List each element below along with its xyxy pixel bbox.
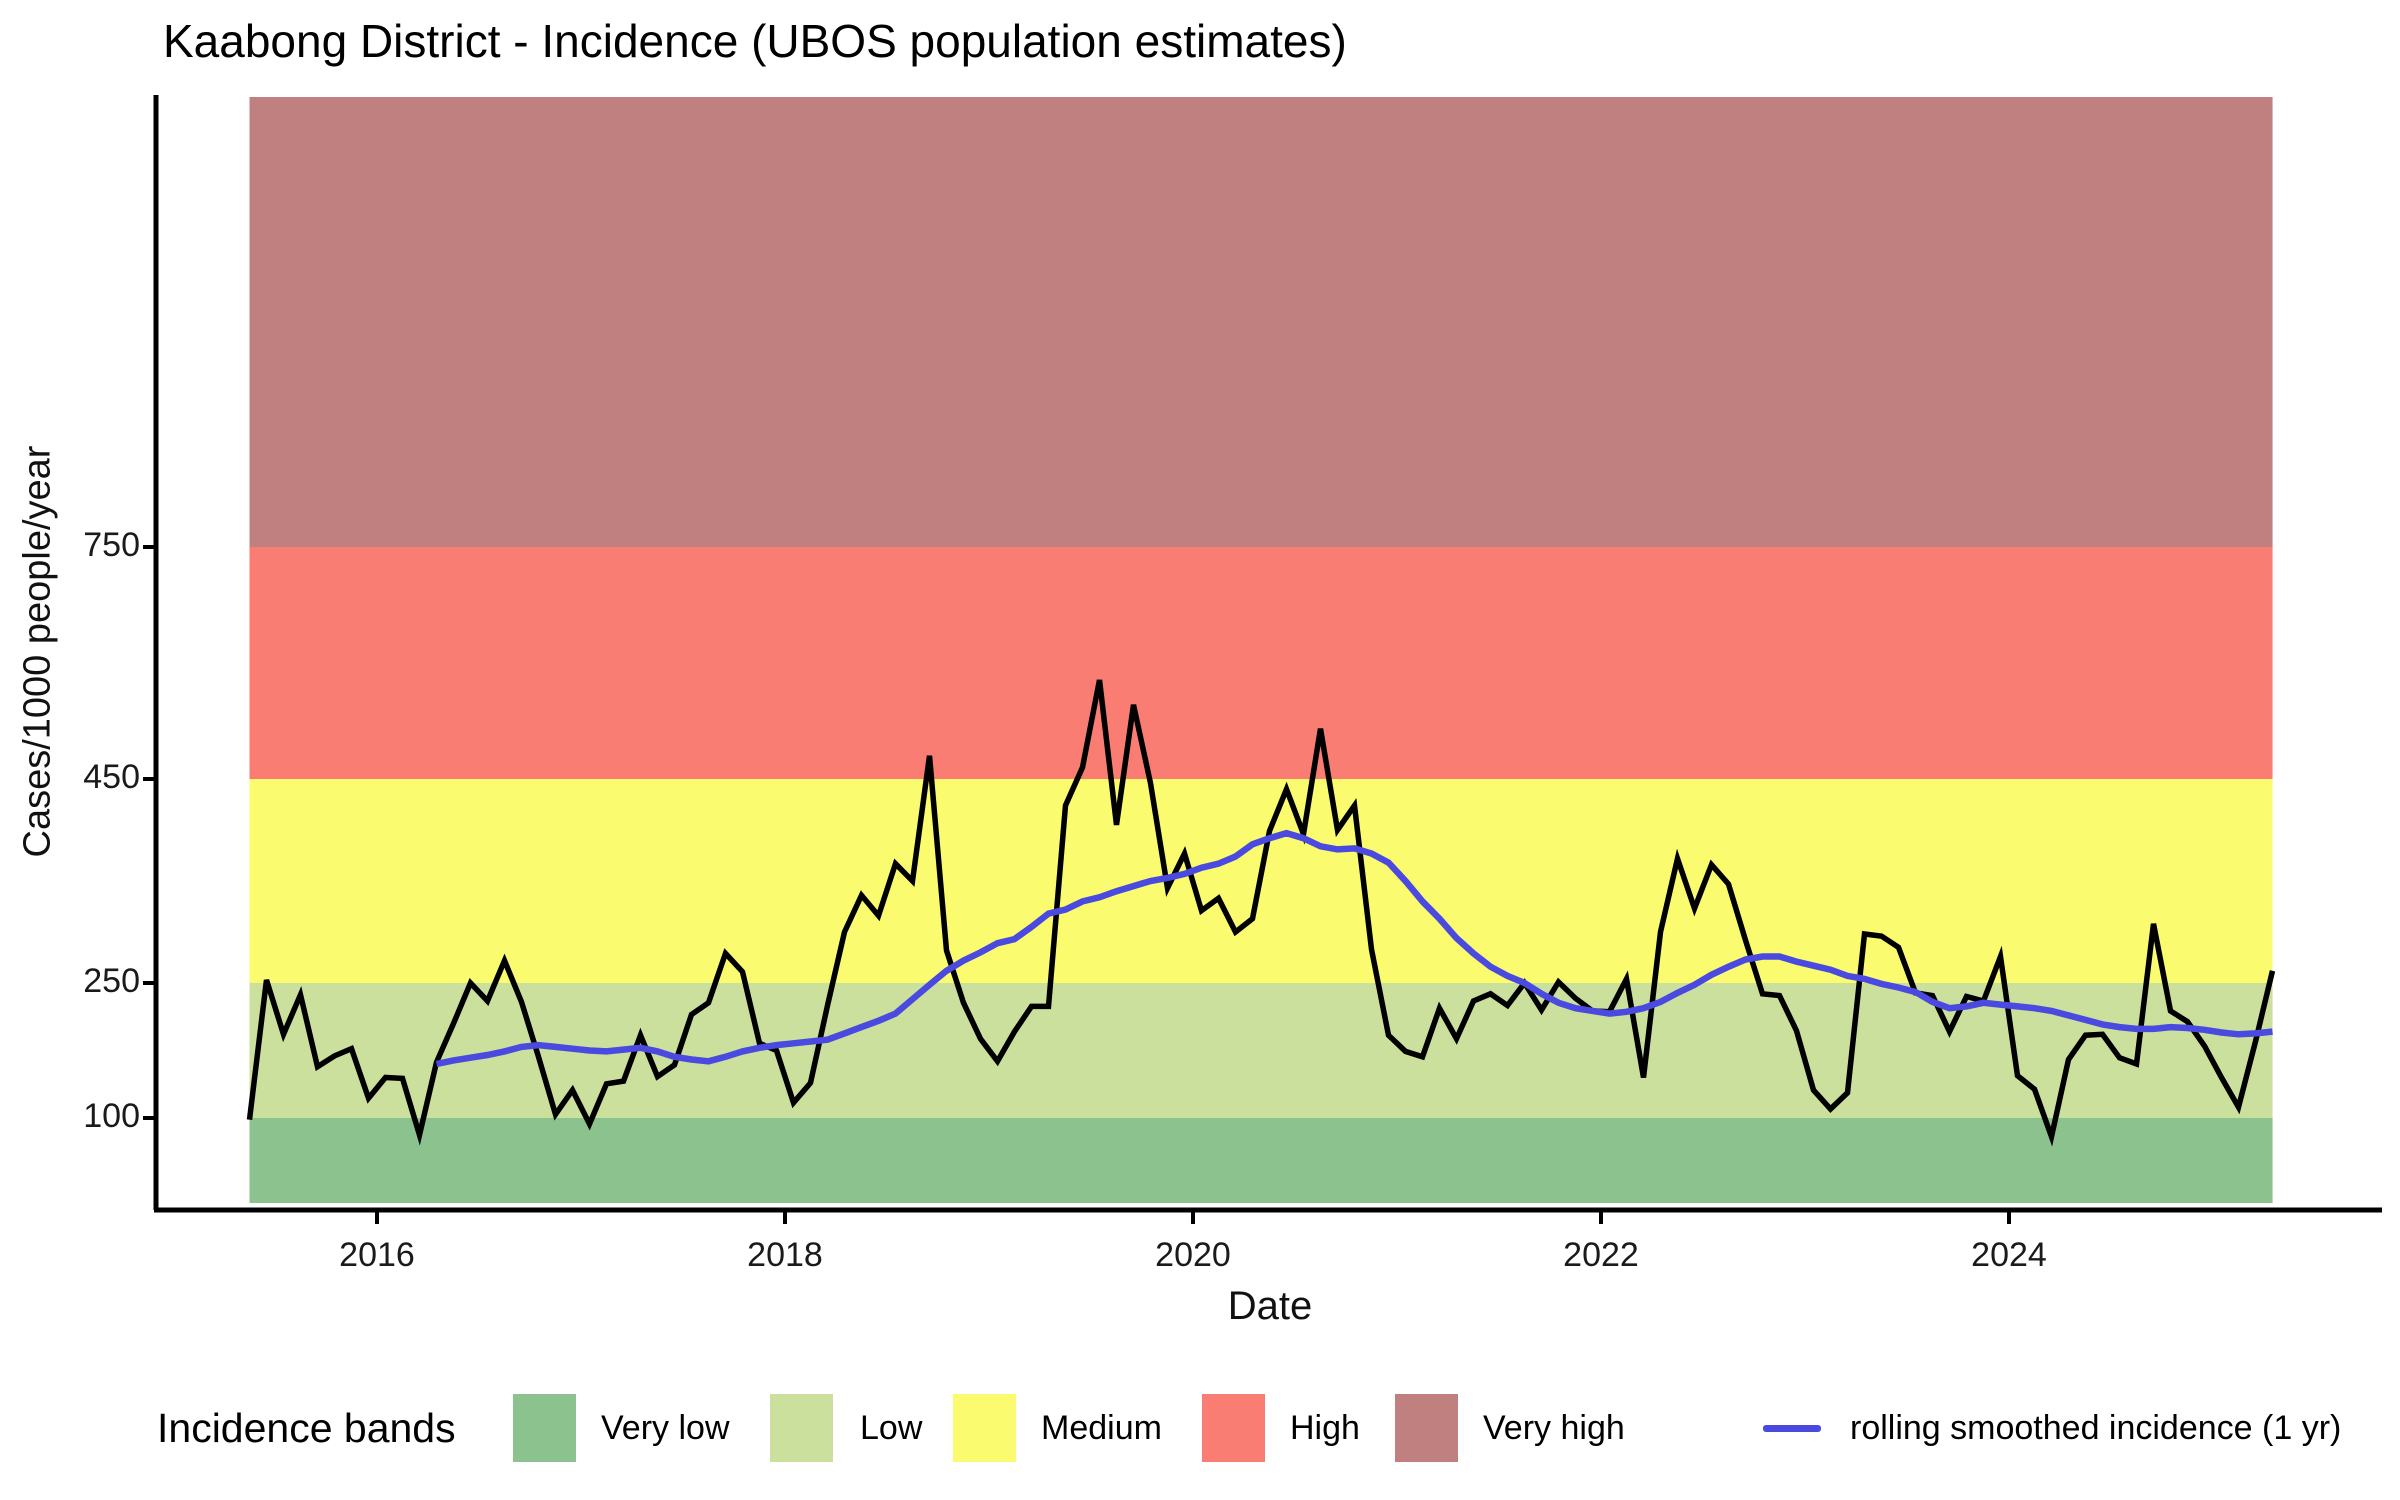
y-tick-label: 750: [83, 526, 140, 564]
x-tick-label: 2022: [1563, 1236, 1639, 1274]
y-tick-label: 250: [83, 962, 140, 1000]
y-tick-label: 100: [83, 1097, 140, 1135]
smoothed-line-legend-label: rolling smoothed incidence (1 yr): [1850, 1408, 2342, 1447]
legend-swatch-very-low: [513, 1394, 576, 1462]
smoothed-line-legend-key: [1763, 1425, 1821, 1432]
band-very-low: [249, 1118, 2273, 1203]
legend-title: Incidence bands: [157, 1404, 456, 1451]
legend-swatch-medium: [953, 1394, 1016, 1462]
band-very-high: [249, 97, 2273, 547]
legend-label-medium: Medium: [1041, 1408, 1162, 1447]
x-tick-label: 2016: [339, 1236, 415, 1274]
y-tick-label: 450: [83, 758, 140, 796]
chart-title: Kaabong District - Incidence (UBOS popul…: [163, 15, 1347, 67]
legend-swatch-very-high: [1395, 1394, 1458, 1462]
legend-swatch-high: [1202, 1394, 1265, 1462]
legend-label-very-high: Very high: [1483, 1408, 1625, 1447]
x-tick-label: 2020: [1155, 1236, 1231, 1274]
x-tick-label: 2018: [747, 1236, 823, 1274]
rolling-smoothed-incidence-1-yr--line: [435, 829, 2273, 1068]
y-axis-label: Cases/1000 people/year: [16, 445, 59, 858]
legend-swatch-low: [770, 1394, 833, 1462]
legend-label-low: Low: [860, 1408, 923, 1447]
x-axis-label: Date: [1227, 1284, 1313, 1328]
legend-label-very-low: Very low: [601, 1408, 730, 1447]
x-tick-label: 2024: [1971, 1236, 2047, 1274]
band-high: [249, 547, 2273, 779]
legend-label-high: High: [1290, 1408, 1360, 1447]
legend: Incidence bands Very low Low Medium High Ver…: [0, 1388, 2400, 1468]
